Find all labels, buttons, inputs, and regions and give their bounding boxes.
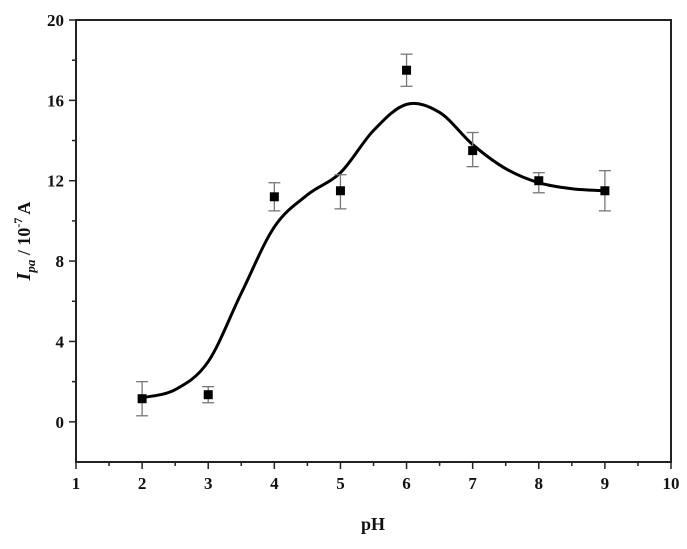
square-marker-icon <box>137 394 147 404</box>
x-tick-label: 8 <box>535 474 544 493</box>
x-tick-label: 9 <box>601 474 610 493</box>
data-point <box>400 53 413 87</box>
x-tick-label: 10 <box>663 474 680 493</box>
y-tick-label: 0 <box>56 413 65 432</box>
square-marker-icon <box>402 65 412 75</box>
x-tick-label: 5 <box>336 474 345 493</box>
data-points <box>136 53 611 417</box>
data-point <box>598 170 611 212</box>
data-point <box>466 131 479 168</box>
square-marker-icon <box>468 146 478 156</box>
y-tick-label: 16 <box>47 91 64 110</box>
x-axis: 1 2 3 4 5 6 7 8 9 10 <box>72 462 680 493</box>
x-tick-label: 1 <box>72 474 81 493</box>
plot-frame <box>75 19 672 463</box>
data-point <box>532 172 545 194</box>
y-tick-label: 12 <box>47 172 64 191</box>
data-point <box>334 174 347 210</box>
x-tick-label: 6 <box>402 474 411 493</box>
y-tick-label: 8 <box>56 252 65 271</box>
square-marker-icon <box>534 176 544 186</box>
x-axis-title: pH <box>361 514 385 534</box>
x-tick-label: 4 <box>270 474 279 493</box>
x-tick-label: 2 <box>138 474 147 493</box>
square-marker-icon <box>335 186 345 196</box>
data-point <box>136 380 149 417</box>
data-point <box>268 182 281 212</box>
y-axis-title: Ipa / 10-7A <box>11 202 38 282</box>
y-tick-label: 4 <box>56 332 65 351</box>
y-axis: 0 4 8 12 16 20 <box>47 11 76 432</box>
fit-curve <box>141 101 605 400</box>
y-tick-label: 20 <box>47 11 64 30</box>
square-marker-icon <box>203 390 213 400</box>
x-tick-label: 7 <box>468 474 477 493</box>
data-point <box>202 386 215 404</box>
square-marker-icon <box>269 192 279 202</box>
x-tick-label: 3 <box>204 474 213 493</box>
square-marker-icon <box>600 186 610 196</box>
